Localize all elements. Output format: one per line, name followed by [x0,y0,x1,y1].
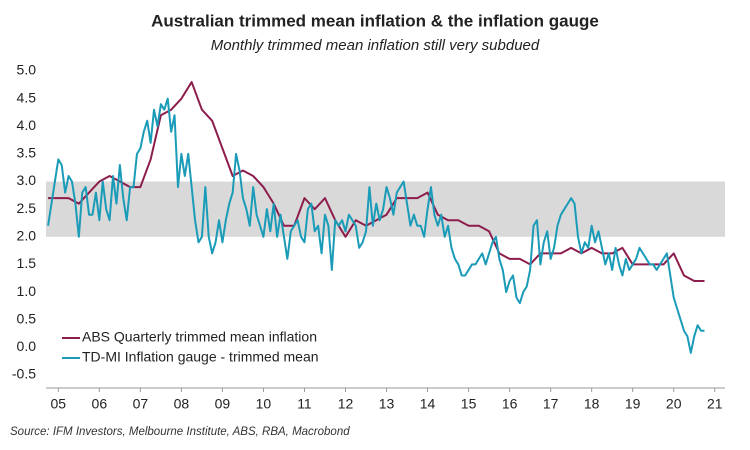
x-tick-label: 16 [502,396,518,412]
x-tick-label: 07 [133,396,149,412]
x-tick-label: 12 [338,396,354,412]
x-tick-label: 05 [51,396,67,412]
y-tick-label: 3.0 [17,172,37,188]
x-tick-label: 06 [92,396,108,412]
y-tick-label: -0.5 [12,366,36,382]
source-note: Source: IFM Investors, Melbourne Institu… [10,426,350,438]
y-tick-label: 5.0 [17,62,37,78]
y-tick-label: 0.0 [17,338,37,354]
x-tick-label: 15 [461,396,477,412]
x-tick-label: 08 [174,396,190,412]
y-tick-label: 0.5 [17,310,37,326]
y-tick-label: 3.5 [17,145,37,161]
x-tick-label: 21 [707,396,723,412]
y-tick-label: 4.5 [17,89,37,105]
x-tick-label: 13 [379,396,395,412]
y-tick-label: 2.0 [17,228,37,244]
x-tick-label: 11 [297,396,312,412]
y-tick-label: 4.0 [17,117,37,133]
series-line [48,81,705,283]
x-tick-label: 19 [625,396,641,412]
x-tick-label: 09 [215,396,231,412]
x-tick-label: 17 [543,396,559,412]
x-tick-label: 18 [584,396,600,412]
x-tick-label: 14 [420,396,436,412]
legend-label: TD-MI Inflation gauge - trimmed mean [82,349,319,365]
y-tick-label: 2.5 [17,200,37,216]
chart-subtitle: Monthly trimmed mean inflation still ver… [211,37,540,54]
y-tick-label: 1.5 [17,255,37,271]
chart-title: Australian trimmed mean inflation & the … [151,11,599,30]
legend-label: ABS Quarterly trimmed mean inflation [82,329,317,345]
series-line [47,97,705,354]
y-tick-label: 1.0 [17,283,37,299]
x-tick-label: 10 [256,396,272,412]
x-tick-label: 20 [666,396,682,412]
